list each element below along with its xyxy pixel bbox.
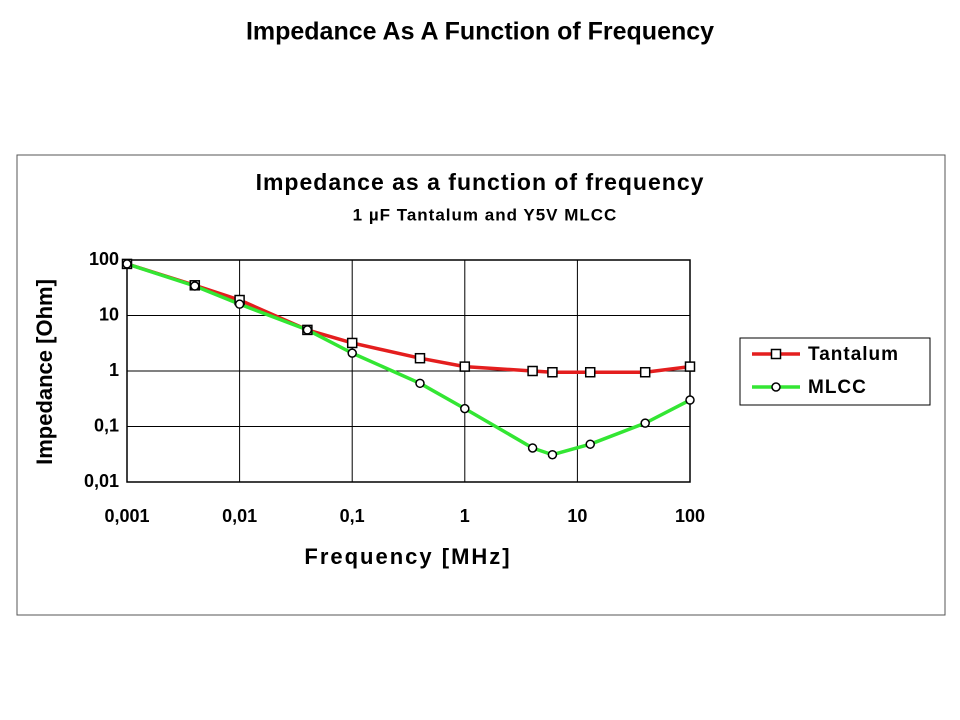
legend-label: Tantalum xyxy=(808,344,899,365)
x-tick-label: 0,01 xyxy=(222,506,257,526)
x-tick-label: 10 xyxy=(567,506,587,526)
x-axis-label: Frequency [MHz] xyxy=(304,544,511,569)
marker xyxy=(527,365,538,377)
y-tick-label: 100 xyxy=(89,249,119,269)
marker xyxy=(684,361,696,372)
x-tick-label: 0,001 xyxy=(104,506,149,526)
marker xyxy=(584,366,596,378)
series-line xyxy=(126,262,691,457)
legend-label: MLCC xyxy=(808,377,867,398)
x-tick-label: 100 xyxy=(675,506,705,526)
marker xyxy=(639,366,651,378)
chart-title: Impedance as a function of frequency xyxy=(256,169,705,195)
marker xyxy=(547,366,558,378)
marker xyxy=(527,443,538,453)
marker xyxy=(302,325,313,335)
y-tick-label: 10 xyxy=(99,304,119,324)
marker xyxy=(234,299,245,309)
marker xyxy=(122,259,132,269)
series-line xyxy=(126,262,691,374)
marker xyxy=(640,418,650,428)
y-tick-label: 0,1 xyxy=(94,415,119,435)
marker xyxy=(346,337,358,349)
marker xyxy=(585,439,595,449)
x-tick-label: 0,1 xyxy=(340,506,365,526)
marker xyxy=(685,395,695,405)
marker xyxy=(347,348,357,358)
y-tick-label: 1 xyxy=(109,360,119,380)
marker xyxy=(414,352,426,364)
y-axis-label: Impedance [Ohm] xyxy=(32,279,57,465)
marker xyxy=(190,281,200,291)
marker xyxy=(771,382,781,392)
marker xyxy=(770,348,782,360)
slide-title: Impedance As A Function of Frequency xyxy=(246,18,714,46)
x-tick-label: 1 xyxy=(460,506,470,526)
marker xyxy=(459,361,471,372)
marker xyxy=(547,449,558,460)
y-tick-label: 0,01 xyxy=(84,471,119,491)
marker xyxy=(460,403,470,414)
marker xyxy=(415,378,425,389)
chart-subtitle: 1 µF Tantalum and Y5V MLCC xyxy=(353,205,618,224)
